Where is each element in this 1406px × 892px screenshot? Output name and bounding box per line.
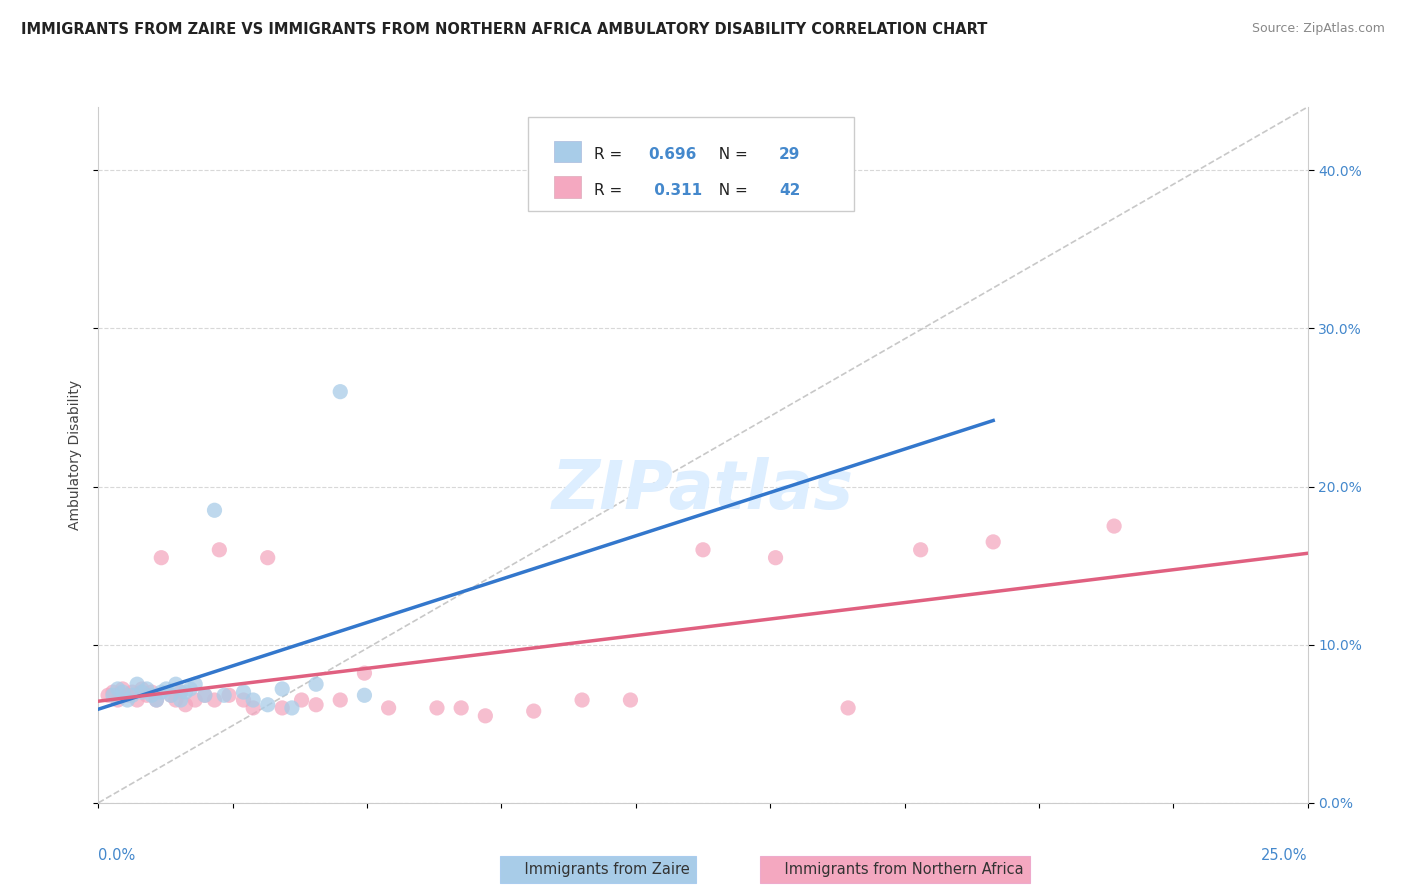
Text: R =: R = bbox=[595, 183, 627, 197]
Point bbox=[165, 693, 187, 707]
Point bbox=[910, 542, 932, 557]
Point bbox=[242, 701, 264, 715]
Point bbox=[121, 685, 143, 699]
Point bbox=[135, 681, 157, 696]
Point bbox=[837, 701, 859, 715]
Point bbox=[107, 693, 129, 707]
Point bbox=[111, 681, 134, 696]
Point bbox=[194, 688, 217, 702]
Point bbox=[101, 688, 124, 702]
Text: 0.0%: 0.0% bbox=[98, 848, 135, 863]
Point bbox=[174, 685, 197, 699]
FancyBboxPatch shape bbox=[527, 118, 855, 211]
Point bbox=[174, 698, 197, 712]
Point bbox=[212, 688, 235, 702]
Text: 42: 42 bbox=[779, 183, 800, 197]
Point bbox=[184, 693, 207, 707]
Point bbox=[179, 681, 201, 696]
Point bbox=[329, 384, 352, 399]
Point bbox=[523, 704, 546, 718]
Point bbox=[377, 701, 399, 715]
Point bbox=[145, 693, 167, 707]
Point bbox=[165, 677, 187, 691]
Point bbox=[141, 685, 163, 699]
Point bbox=[232, 685, 254, 699]
Text: 25.0%: 25.0% bbox=[1261, 848, 1308, 863]
Point bbox=[1102, 519, 1125, 533]
Text: 0.311: 0.311 bbox=[648, 183, 702, 197]
Point bbox=[184, 677, 207, 691]
Text: R =: R = bbox=[595, 147, 627, 162]
Point bbox=[145, 693, 167, 707]
Point bbox=[981, 534, 1004, 549]
Point bbox=[155, 681, 177, 696]
FancyBboxPatch shape bbox=[554, 177, 581, 198]
Point bbox=[160, 688, 183, 702]
Y-axis label: Ambulatory Disability: Ambulatory Disability bbox=[69, 380, 83, 530]
Point bbox=[218, 688, 240, 702]
Point bbox=[131, 681, 153, 696]
Point bbox=[765, 550, 787, 565]
Point bbox=[305, 698, 328, 712]
Point bbox=[208, 542, 231, 557]
FancyBboxPatch shape bbox=[554, 141, 581, 162]
Point bbox=[571, 693, 593, 707]
Point bbox=[117, 688, 139, 702]
Text: 0.696: 0.696 bbox=[648, 147, 697, 162]
Point bbox=[97, 688, 120, 702]
Point bbox=[329, 693, 352, 707]
Point bbox=[450, 701, 472, 715]
Point bbox=[135, 688, 157, 702]
Text: ZIPatlas: ZIPatlas bbox=[553, 457, 853, 523]
Point bbox=[353, 666, 375, 681]
Point bbox=[160, 688, 183, 702]
Text: N =: N = bbox=[709, 183, 752, 197]
Point bbox=[194, 688, 217, 702]
Point bbox=[101, 685, 124, 699]
Point bbox=[127, 693, 149, 707]
Point bbox=[305, 677, 328, 691]
Point bbox=[242, 693, 264, 707]
Point bbox=[131, 685, 153, 699]
Point bbox=[353, 688, 375, 702]
Point bbox=[256, 698, 278, 712]
Point bbox=[619, 693, 641, 707]
Point bbox=[169, 685, 191, 699]
Point bbox=[127, 677, 149, 691]
Point bbox=[150, 550, 173, 565]
Text: Source: ZipAtlas.com: Source: ZipAtlas.com bbox=[1251, 22, 1385, 36]
Point bbox=[290, 693, 312, 707]
Point bbox=[232, 693, 254, 707]
Point bbox=[204, 503, 226, 517]
Point bbox=[117, 693, 139, 707]
Point bbox=[107, 681, 129, 696]
Point bbox=[121, 688, 143, 702]
Point bbox=[271, 701, 294, 715]
Text: 29: 29 bbox=[779, 147, 800, 162]
Point bbox=[204, 693, 226, 707]
Point bbox=[271, 681, 294, 696]
Point bbox=[150, 685, 173, 699]
Text: Immigrants from Northern Africa: Immigrants from Northern Africa bbox=[766, 863, 1024, 877]
Point bbox=[169, 693, 191, 707]
Text: IMMIGRANTS FROM ZAIRE VS IMMIGRANTS FROM NORTHERN AFRICA AMBULATORY DISABILITY C: IMMIGRANTS FROM ZAIRE VS IMMIGRANTS FROM… bbox=[21, 22, 987, 37]
Point bbox=[281, 701, 304, 715]
Point bbox=[256, 550, 278, 565]
Text: N =: N = bbox=[709, 147, 752, 162]
Text: Immigrants from Zaire: Immigrants from Zaire bbox=[506, 863, 690, 877]
Point bbox=[692, 542, 714, 557]
Point bbox=[474, 708, 496, 723]
Point bbox=[141, 688, 163, 702]
Point bbox=[426, 701, 449, 715]
Point bbox=[111, 685, 134, 699]
